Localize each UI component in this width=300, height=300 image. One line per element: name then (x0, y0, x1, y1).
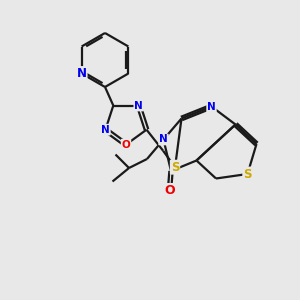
Text: N: N (159, 134, 168, 145)
Text: O: O (122, 140, 130, 150)
Text: S: S (171, 161, 179, 174)
Text: N: N (76, 67, 87, 80)
Text: S: S (243, 167, 252, 181)
Text: O: O (164, 184, 175, 197)
Text: N: N (207, 101, 216, 112)
Text: N: N (101, 125, 110, 135)
Text: N: N (134, 100, 143, 110)
